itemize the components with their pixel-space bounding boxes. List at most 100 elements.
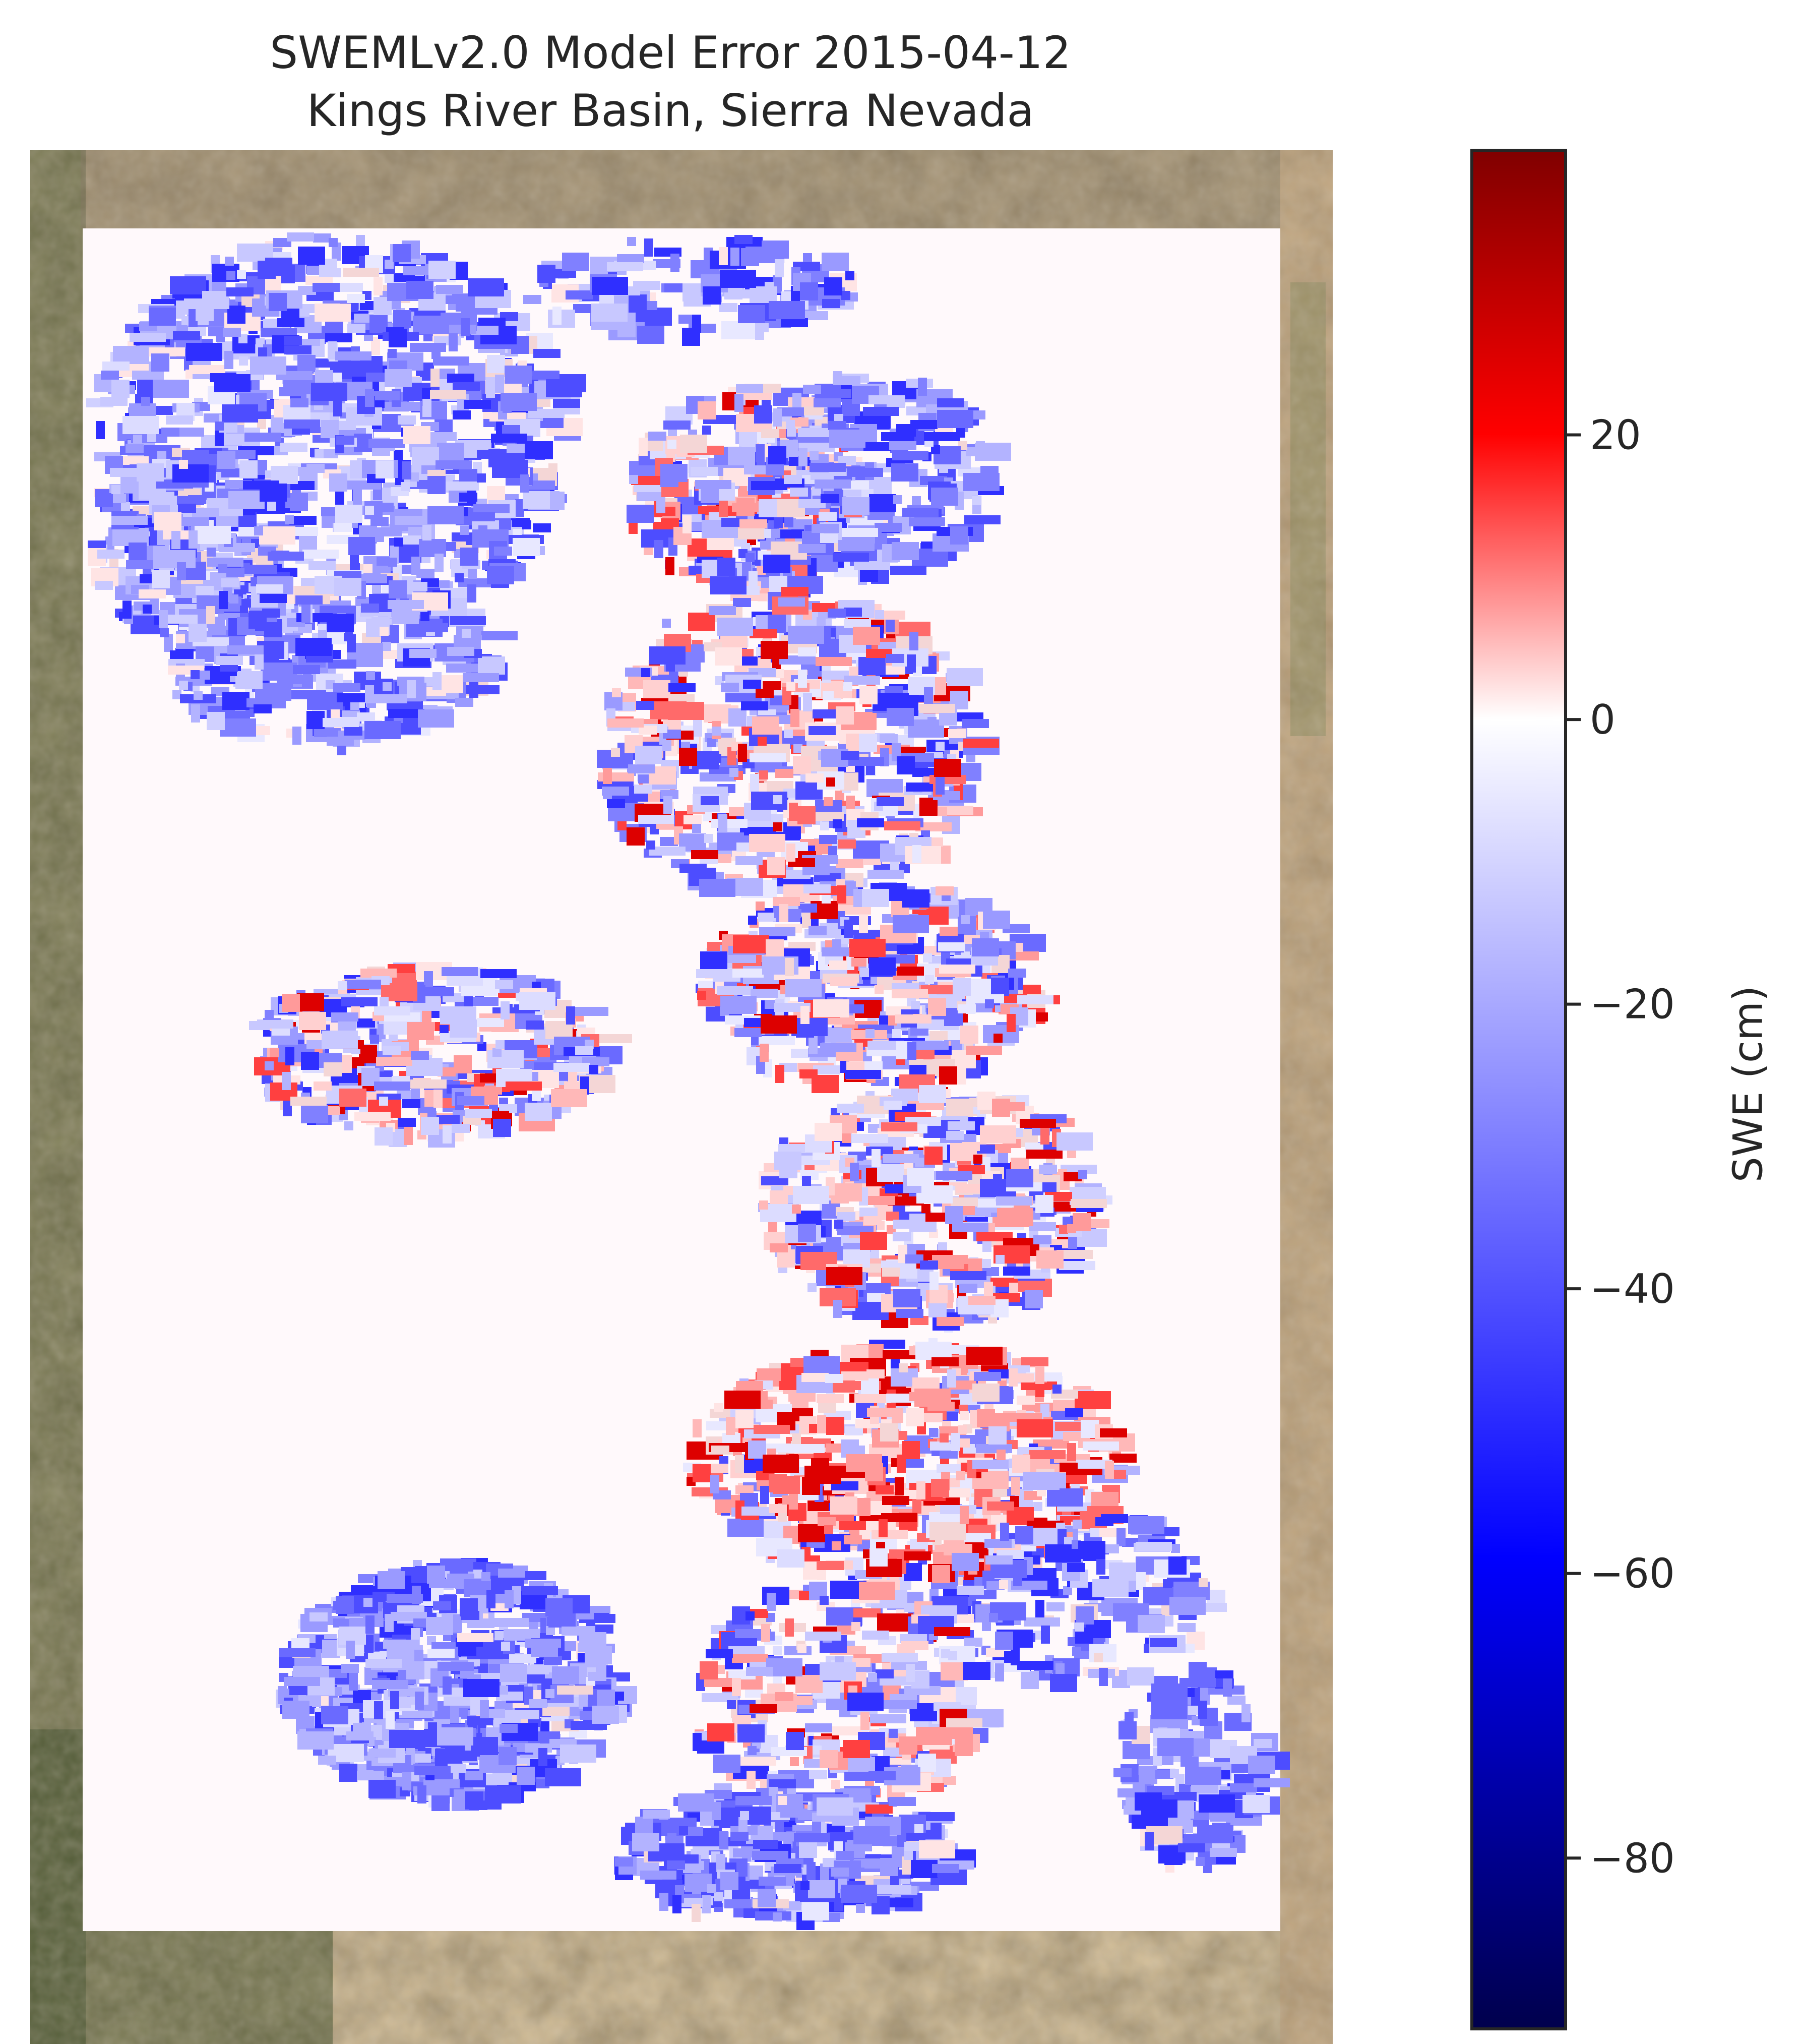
swe-cell bbox=[641, 668, 650, 677]
swe-cell bbox=[766, 939, 784, 957]
swe-cell bbox=[791, 1049, 809, 1058]
swe-cell bbox=[892, 542, 919, 560]
swe-cell bbox=[893, 1289, 920, 1307]
swe-cell bbox=[495, 1040, 505, 1049]
swe-cell bbox=[388, 558, 397, 567]
swe-cell bbox=[222, 404, 258, 423]
swe-cell bbox=[1033, 1235, 1051, 1244]
swe-cell bbox=[566, 290, 593, 299]
swe-cell bbox=[333, 683, 360, 692]
swe-cell bbox=[194, 691, 203, 700]
swe-cell bbox=[1033, 1439, 1069, 1449]
swe-cell bbox=[189, 365, 225, 374]
swe-cell bbox=[680, 435, 707, 453]
swe-cell bbox=[937, 410, 973, 428]
swe-cell bbox=[97, 550, 125, 559]
swe-cell bbox=[235, 671, 263, 689]
swe-cell bbox=[221, 578, 239, 587]
swe-cell bbox=[754, 405, 772, 424]
swe-cell bbox=[629, 294, 647, 313]
swe-cell bbox=[258, 347, 267, 356]
map-panel bbox=[30, 150, 1333, 2044]
swe-cell bbox=[929, 1272, 939, 1290]
swe-cell bbox=[393, 310, 411, 328]
swe-cell bbox=[785, 1618, 794, 1637]
swe-cell bbox=[428, 261, 456, 279]
swe-cell bbox=[327, 737, 354, 746]
swe-cell bbox=[437, 443, 464, 461]
swe-cell bbox=[223, 328, 241, 337]
swe-cell bbox=[758, 913, 776, 922]
swe-cell bbox=[844, 1535, 862, 1544]
swe-cell bbox=[836, 706, 854, 725]
swe-cell bbox=[828, 421, 846, 430]
swe-cell bbox=[763, 555, 790, 573]
swe-cell bbox=[650, 701, 687, 719]
swe-cell bbox=[784, 729, 793, 738]
swe-cell bbox=[384, 402, 420, 411]
swe-cell bbox=[226, 271, 235, 280]
swe-cell bbox=[389, 360, 407, 370]
swe-cell bbox=[447, 647, 474, 656]
swe-cell bbox=[875, 610, 884, 619]
swe-cell bbox=[365, 506, 374, 515]
swe-cell bbox=[727, 1519, 764, 1537]
swe-cell bbox=[730, 248, 739, 266]
swe-cell bbox=[336, 436, 354, 445]
swe-cell bbox=[868, 957, 896, 976]
swe-cell bbox=[763, 681, 781, 690]
swe-cell bbox=[227, 306, 245, 324]
swe-cell bbox=[284, 336, 302, 345]
swe-cell bbox=[843, 682, 852, 691]
swe-cell bbox=[837, 1104, 864, 1113]
swe-cell bbox=[328, 635, 346, 644]
swe-cell bbox=[111, 485, 120, 494]
swe-cell bbox=[480, 969, 517, 978]
swe-cell bbox=[289, 516, 317, 525]
swe-cell bbox=[721, 683, 739, 692]
swe-cell bbox=[721, 518, 739, 527]
swe-cell bbox=[912, 1041, 949, 1050]
swe-cell bbox=[765, 282, 774, 300]
swe-cell bbox=[376, 503, 394, 512]
swe-cell bbox=[306, 711, 325, 729]
swe-cell bbox=[664, 283, 682, 292]
swe-cell bbox=[838, 456, 856, 465]
swe-cell bbox=[773, 795, 782, 804]
swe-cell bbox=[751, 481, 787, 490]
swe-cell bbox=[798, 544, 826, 553]
swe-cell bbox=[589, 1065, 598, 1074]
swe-cell bbox=[822, 947, 849, 956]
swe-cell bbox=[460, 548, 478, 566]
swe-cell bbox=[461, 318, 470, 336]
swe-cell bbox=[227, 645, 264, 654]
swe-cell bbox=[798, 428, 834, 437]
swe-cell bbox=[301, 605, 310, 623]
swe-cell bbox=[1036, 1250, 1064, 1269]
swe-cell bbox=[700, 772, 736, 781]
swe-cell bbox=[884, 821, 920, 830]
swe-cell bbox=[798, 647, 816, 656]
swe-cell bbox=[469, 680, 478, 698]
swe-cell bbox=[821, 494, 839, 503]
swe-cell bbox=[468, 512, 495, 521]
swe-cell bbox=[836, 859, 863, 868]
swe-cell bbox=[738, 549, 748, 558]
swe-cell bbox=[388, 349, 397, 358]
swe-cell bbox=[863, 442, 891, 451]
swe-cell bbox=[907, 654, 916, 673]
swe-cell bbox=[1035, 1195, 1053, 1213]
swe-cell bbox=[704, 704, 731, 723]
swe-cell bbox=[477, 1042, 486, 1051]
swe-cell bbox=[398, 1118, 416, 1127]
swe-cell bbox=[948, 729, 966, 738]
swe-cell bbox=[457, 1096, 484, 1105]
swe-cell bbox=[551, 1089, 587, 1107]
swe-cell bbox=[284, 419, 320, 429]
swe-cell bbox=[250, 356, 286, 375]
swe-cell bbox=[980, 1125, 1016, 1144]
swe-cell bbox=[893, 495, 902, 504]
swe-cell bbox=[940, 927, 958, 936]
swe-cell bbox=[895, 1014, 931, 1024]
swe-cell bbox=[789, 803, 798, 821]
